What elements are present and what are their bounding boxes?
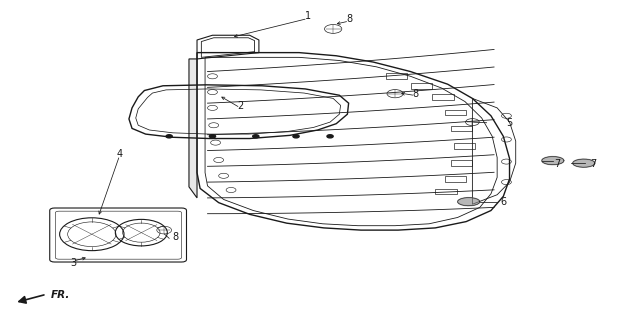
Circle shape <box>209 135 216 138</box>
Polygon shape <box>542 156 564 165</box>
Text: FR.: FR. <box>50 290 70 300</box>
Text: 1: 1 <box>305 11 311 21</box>
Text: 7: 7 <box>554 159 561 169</box>
Text: 8: 8 <box>412 89 419 99</box>
Text: 8: 8 <box>173 232 178 242</box>
Polygon shape <box>458 197 480 206</box>
Text: 2: 2 <box>237 101 244 111</box>
Circle shape <box>166 135 173 138</box>
Polygon shape <box>573 159 595 167</box>
Polygon shape <box>189 59 197 198</box>
Text: 5: 5 <box>506 118 513 128</box>
Text: 7: 7 <box>590 159 596 169</box>
Text: 3: 3 <box>70 258 76 268</box>
Text: 8: 8 <box>346 14 353 24</box>
Circle shape <box>327 135 333 138</box>
Circle shape <box>253 135 259 138</box>
Text: 6: 6 <box>500 197 506 207</box>
Text: 4: 4 <box>117 149 123 159</box>
Circle shape <box>293 135 299 138</box>
